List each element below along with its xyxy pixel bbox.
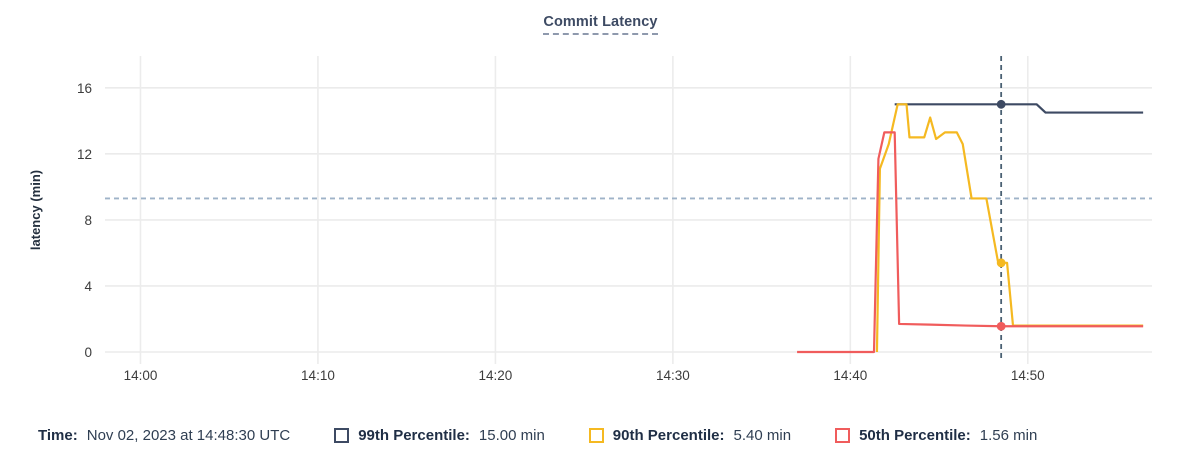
- legend-swatch-icon: [588, 427, 604, 443]
- legend-item-label: 99th Percentile:: [358, 426, 470, 444]
- series-line-50th-percentile[interactable]: [797, 131, 1144, 354]
- y-axis-tick-label: 0: [84, 345, 92, 360]
- legend-item-1[interactable]: 99th Percentile: 15.00 min: [334, 427, 545, 444]
- x-axis-tick-label: 14:50: [1011, 368, 1045, 383]
- y-axis-tick-label: 12: [77, 147, 92, 162]
- legend-item-label: 50th Percentile:: [859, 426, 971, 444]
- latency-line-chart[interactable]: 14:00 14:10 14:20 14:30 14:40 14:50 0 4 8 12 16 lat…: [0, 0, 1201, 412]
- y-axis-tick-label: 16: [77, 81, 92, 96]
- page-title: Commit Latency: [0, 14, 1201, 35]
- chart-tooltip-legend: Time: Nov 02, 2023 at 14:48:30 UTC 99th Pe…: [0, 412, 1201, 458]
- tooltip-time-label: Time:: [38, 426, 78, 444]
- y-axis-label: latency (min): [28, 170, 43, 250]
- x-axis-tick-label: 14:00: [124, 368, 158, 383]
- legend-item-3[interactable]: 50th Percentile: 1.56 min: [835, 427, 1037, 444]
- page-title-text: Commit Latency: [543, 14, 658, 35]
- highlight-dot-99th-percentile[interactable]: [996, 99, 1006, 109]
- legend-item-value: 15.00 min: [478, 426, 545, 444]
- legend-item-value: 1.56 min: [979, 426, 1038, 444]
- legend-swatch-icon: [334, 427, 350, 443]
- y-axis-tick-label: 4: [84, 279, 92, 294]
- legend-item-2[interactable]: 90th Percentile: 5.40 min: [588, 426, 792, 444]
- x-axis-tick-label: 14:30: [656, 368, 690, 383]
- series-line-99th-percentile[interactable]: [894, 103, 1144, 114]
- highlight-dot-90th-percentile[interactable]: [996, 258, 1006, 268]
- y-axis-tick-label: 8: [84, 213, 92, 228]
- legend-item-value: 5.40 min: [733, 426, 792, 444]
- highlight-dot-50th-percentile[interactable]: [996, 321, 1006, 331]
- legend-item-label: 90th Percentile:: [612, 426, 725, 444]
- x-axis-tick-label: 14:40: [833, 368, 867, 383]
- series-line-90th-percentile[interactable]: [875, 103, 1144, 353]
- x-axis-tick-label: 14:10: [301, 368, 335, 383]
- tooltip-time: Time: Nov 02, 2023 at 14:48:30 UTC: [38, 427, 290, 444]
- legend-swatch-icon: [835, 427, 851, 443]
- x-axis-tick-label: 14:20: [479, 368, 513, 383]
- tooltip-time-value: Nov 02, 2023 at 14:48:30 UTC: [86, 426, 291, 444]
